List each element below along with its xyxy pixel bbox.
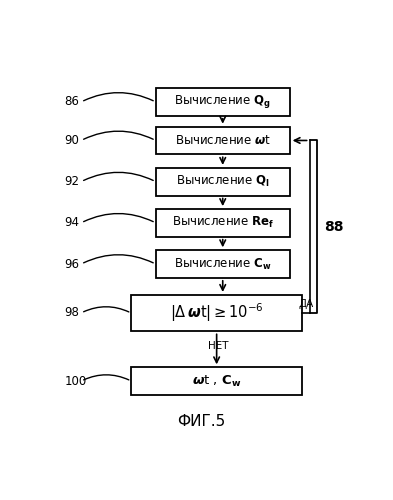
FancyBboxPatch shape	[156, 168, 290, 196]
Text: Вычисление $\mathbf{Q_l}$: Вычисление $\mathbf{Q_l}$	[176, 174, 270, 189]
Text: 100: 100	[64, 374, 86, 388]
Text: 86: 86	[64, 96, 79, 108]
FancyBboxPatch shape	[156, 88, 290, 116]
Text: Вычисление $\boldsymbol{\omega}$t: Вычисление $\boldsymbol{\omega}$t	[175, 134, 271, 147]
FancyBboxPatch shape	[131, 295, 302, 332]
Text: Вычисление $\mathbf{C_w}$: Вычисление $\mathbf{C_w}$	[174, 256, 272, 272]
Text: Вычисление $\mathbf{Q_g}$: Вычисление $\mathbf{Q_g}$	[174, 94, 271, 110]
Text: 88: 88	[324, 220, 343, 234]
Text: ДА: ДА	[299, 300, 314, 310]
FancyBboxPatch shape	[156, 250, 290, 278]
Text: 98: 98	[64, 306, 79, 320]
Text: $\boldsymbol{\omega}$t , $\mathbf{C_w}$: $\boldsymbol{\omega}$t , $\mathbf{C_w}$	[192, 374, 241, 388]
Text: 94: 94	[64, 216, 79, 230]
Text: НЕТ: НЕТ	[208, 340, 228, 350]
Text: ФИГ.5: ФИГ.5	[177, 414, 226, 429]
Text: 92: 92	[64, 175, 79, 188]
Text: $|\Delta\,\boldsymbol{\omega}$t$|\geq 10^{-6}$: $|\Delta\,\boldsymbol{\omega}$t$|\geq 10…	[170, 302, 264, 324]
FancyBboxPatch shape	[156, 209, 290, 236]
Text: 90: 90	[64, 134, 79, 147]
Text: Вычисление $\mathbf{Re}_\mathbf{f}$: Вычисление $\mathbf{Re}_\mathbf{f}$	[172, 216, 274, 230]
FancyBboxPatch shape	[131, 367, 302, 395]
Text: 96: 96	[64, 258, 79, 270]
FancyBboxPatch shape	[156, 126, 290, 154]
